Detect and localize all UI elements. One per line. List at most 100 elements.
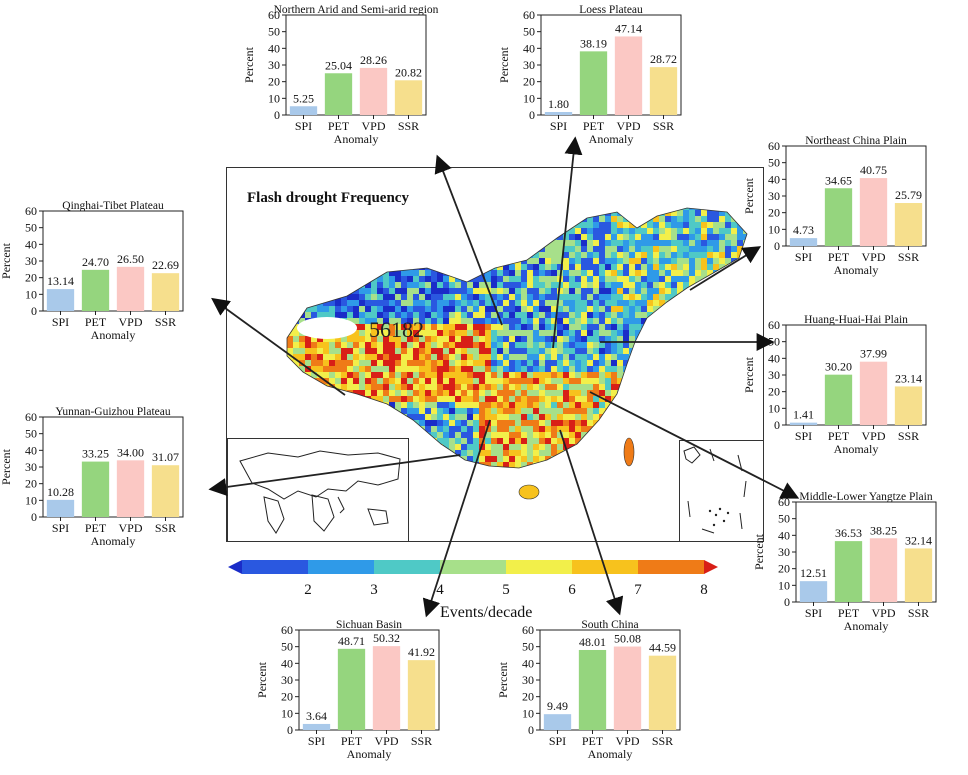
x-tick-label: SSR [908,606,929,620]
data-label: 20.82 [395,65,422,79]
y-tick-label: 30 [768,368,780,382]
world-outline [239,450,401,534]
x-tick-label: SSR [898,250,919,264]
y-tick-label: 20 [523,75,535,89]
bar-spi [543,714,572,730]
x-tick-label: PET [828,250,850,264]
data-label: 38.19 [580,36,607,50]
chart-title: Northeast China Plain [805,135,907,147]
y-tick-label: 10 [523,91,535,105]
bar-vpd [614,36,643,115]
x-tick-label: PET [838,606,860,620]
y-tick-label: 20 [281,690,293,704]
y-tick-label: 60 [522,623,534,637]
bar-vpd [116,266,145,311]
y-tick-label: 0 [774,239,780,253]
data-label: 24.70 [82,255,109,269]
map-title: Flash drought Frequency [247,190,409,206]
data-label: 37.99 [860,347,887,361]
y-tick-label: 10 [522,706,534,720]
bar-vpd [359,67,388,115]
colorbar-tick-label: 4 [436,582,444,598]
bar-vpd [116,460,145,517]
bar-pet [81,461,110,517]
x-tick-label: PET [828,429,850,443]
data-label: 48.71 [338,634,365,648]
chart-title: Qinghai-Tibet Plateau [62,200,164,212]
data-label: 23.14 [895,371,922,385]
x-tick-label: VPD [361,119,385,133]
y-tick-label: 50 [768,335,780,349]
x-axis-label: Anomaly [91,534,136,548]
south-china-sea-inset [679,440,764,542]
chart-title: Sichuan Basin [336,619,402,631]
data-label: 33.25 [82,447,109,461]
y-tick-label: 0 [529,108,535,122]
y-tick-label: 50 [25,427,37,441]
y-tick-label: 30 [268,58,280,72]
y-tick-label: 20 [768,385,780,399]
colorbar-tick-label: 3 [370,582,378,598]
y-axis-label: Percent [255,661,269,698]
y-tick-label: 60 [25,204,37,218]
y-tick-label: 20 [768,206,780,220]
chart-south-china: South China 0 10 20 30 40 50 60 9.49 SPI 48.01 PET 5… [496,618,689,761]
chart-middle-lower-yangtze: Middle-Lower Yangtze Plain 0 10 20 30 40 50 60 1… [752,490,945,633]
y-tick-label: 0 [784,595,790,609]
x-tick-label: SPI [795,250,812,264]
x-tick-label: VPD [861,250,885,264]
x-tick-label: SSR [653,119,674,133]
bar-pet [579,51,608,115]
x-tick-label: SPI [52,521,69,535]
x-axis-label: Anomaly [844,619,889,633]
data-label: 36.53 [835,526,862,540]
x-tick-label: VPD [118,521,142,535]
data-label: 34.65 [825,173,852,187]
y-tick-label: 40 [523,41,535,55]
chart-title: Yunnan-Guizhou Plateau [55,406,171,418]
x-tick-label: SPI [549,734,566,748]
data-label: 3.64 [306,709,327,723]
data-label: 40.75 [860,163,887,177]
colorbar-segment [242,560,309,574]
x-tick-label: PET [328,119,350,133]
chart-title: Northern Arid and Semi-arid region [274,4,439,16]
y-tick-label: 20 [522,690,534,704]
y-tick-label: 50 [778,512,790,526]
y-tick-label: 50 [281,640,293,654]
x-axis-label: Anomaly [589,132,634,146]
data-label: 9.49 [547,699,568,713]
bar-vpd [372,646,401,730]
data-label: 47.14 [615,21,642,35]
y-axis-label: Percent [0,242,13,279]
x-axis-label: Anomaly [347,747,392,761]
chart-title: Middle-Lower Yangtze Plain [799,491,932,503]
data-label: 1.41 [793,408,814,422]
bar-pet [337,648,366,730]
chart-title: Huang-Huai-Hai Plain [804,314,908,326]
data-label: 50.32 [373,631,400,645]
y-tick-label: 30 [25,254,37,268]
y-tick-label: 60 [268,8,280,22]
y-tick-label: 40 [268,41,280,55]
y-tick-label: 30 [768,189,780,203]
y-axis-label: Percent [742,177,756,214]
y-axis-label: Percent [742,356,756,393]
y-tick-label: 10 [25,287,37,301]
bar-ssr [151,465,180,517]
x-axis-label: Anomaly [588,747,633,761]
bar-ssr [648,655,677,730]
data-label: 44.59 [649,641,676,655]
data-label: 13.14 [47,274,74,288]
x-tick-label: SSR [898,429,919,443]
x-axis-label: Anomaly [334,132,379,146]
y-tick-label: 0 [774,418,780,432]
x-tick-label: VPD [616,119,640,133]
y-tick-label: 30 [778,545,790,559]
colorbar-segment [506,560,573,574]
data-label: 28.72 [650,52,677,66]
y-tick-label: 30 [25,460,37,474]
data-label: 48.01 [579,635,606,649]
colorbar: 23456789 [228,560,718,598]
bar-spi [544,112,573,115]
